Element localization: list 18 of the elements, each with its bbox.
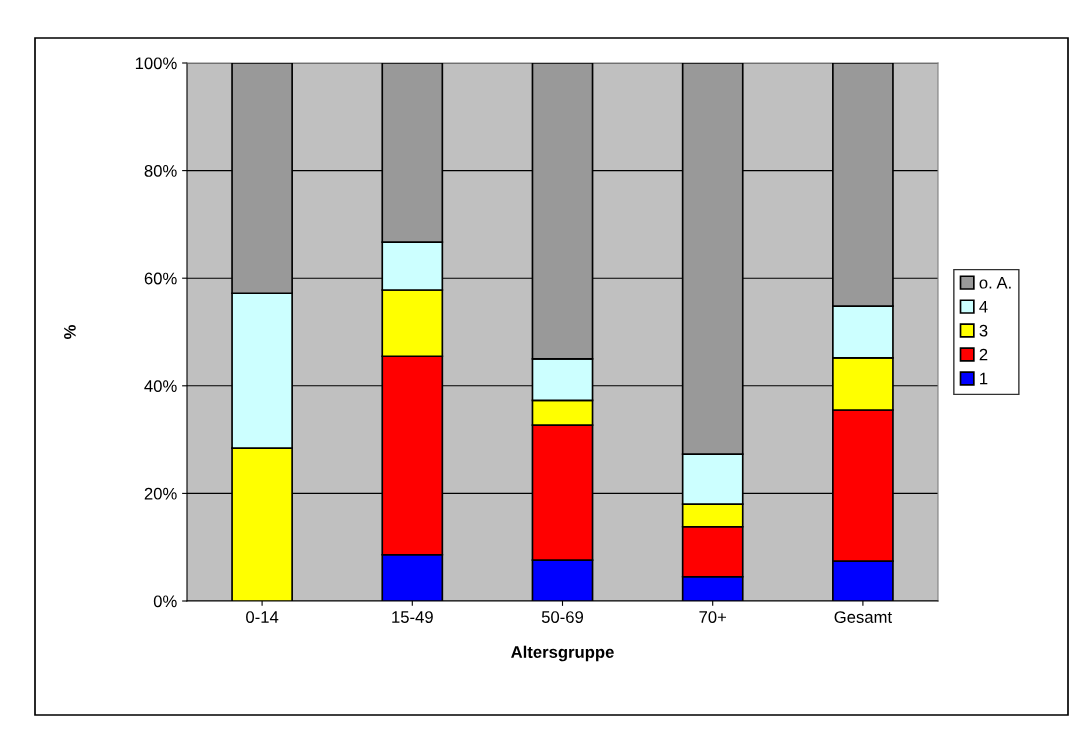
x-tick-label: 50-69 [541, 611, 584, 623]
y-tick-label: 20% [144, 487, 177, 500]
legend-label: 3 [979, 324, 988, 337]
x-tick-label: 15-49 [392, 611, 433, 623]
x-axis-title: Altersgruppe [511, 645, 614, 662]
legend-label: 4 [979, 300, 988, 313]
x-tick-label: Gesamt [834, 611, 892, 623]
legend-label: 1 [980, 372, 988, 385]
y-tick-label: 80% [144, 165, 177, 177]
x-tick-label: 0-14 [246, 611, 279, 623]
y-tick-label: 100% [135, 57, 177, 70]
y-tick-label: 0% [153, 595, 177, 608]
y-axis-title: % [64, 325, 76, 339]
x-tick-label: 70+ [699, 611, 727, 623]
y-tick-label: 60% [144, 272, 177, 285]
y-tick-label: 40% [144, 380, 177, 392]
legend-label: o. A. [979, 276, 1011, 289]
legend-label: 2 [979, 348, 988, 361]
